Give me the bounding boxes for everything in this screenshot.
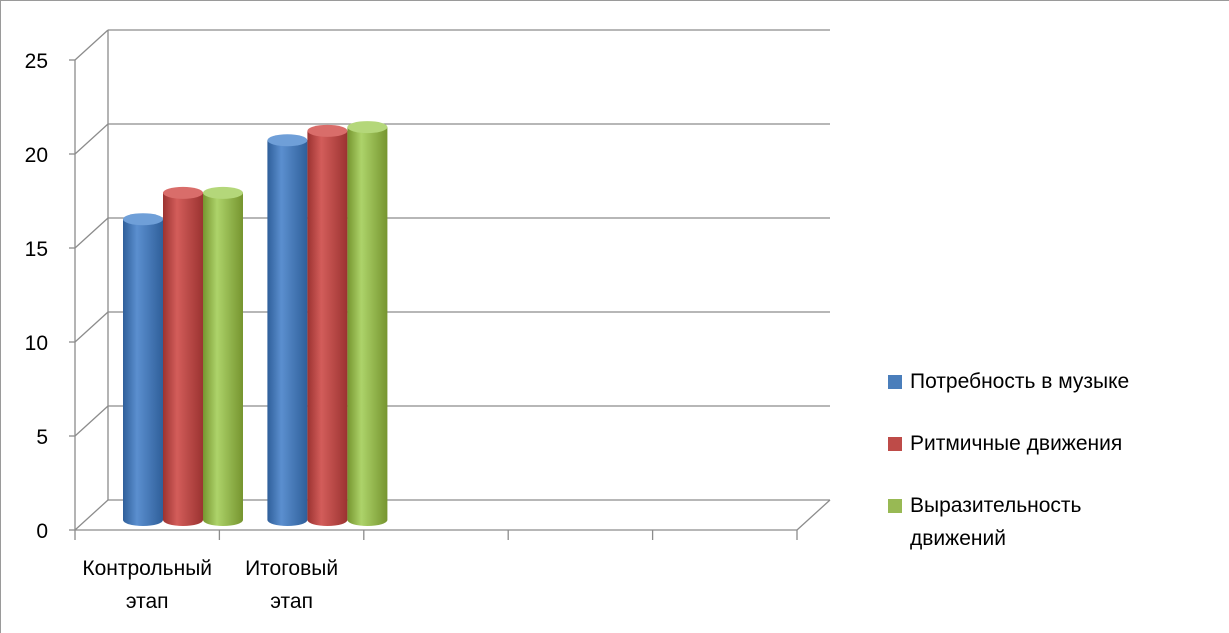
y-tick-label: 15 (25, 238, 48, 261)
bar (307, 124, 348, 526)
bar-top (267, 134, 308, 147)
bar-top (347, 121, 388, 134)
bar (347, 121, 388, 526)
bar (267, 134, 308, 527)
side-wall-line (74, 123, 109, 155)
legend-swatch (888, 499, 902, 513)
bar-body (123, 219, 163, 526)
legend-label: Выразительность (910, 494, 1082, 517)
x-tick-label: этап (270, 590, 313, 613)
bar-top (203, 186, 243, 199)
bar (123, 213, 163, 526)
side-wall-line (74, 405, 109, 437)
y-tick-label: 20 (25, 144, 48, 167)
bar-body (203, 192, 243, 526)
bar (203, 186, 243, 526)
side-wall-line (74, 217, 109, 249)
legend-swatch (888, 437, 902, 451)
legend-swatch (888, 375, 902, 389)
bar-top (163, 186, 203, 199)
side-wall-line (74, 499, 109, 531)
bar-body (267, 140, 308, 527)
side-wall-line (74, 29, 109, 61)
bar-body (307, 130, 348, 526)
y-tick-label: 5 (36, 426, 48, 449)
legend-label: движений (910, 527, 1006, 550)
x-tick-label: Контрольный (82, 557, 212, 580)
y-tick-label: 10 (25, 332, 48, 355)
bar-body (347, 127, 388, 526)
bar (163, 186, 203, 526)
x-tick-label: Итоговый (245, 557, 338, 580)
y-tick-label: 25 (25, 50, 48, 73)
y-tick-label: 0 (36, 520, 48, 543)
legend-label: Ритмичные движения (910, 432, 1122, 455)
bar-top (123, 213, 163, 226)
x-tick-label: этап (126, 590, 169, 613)
legend-label: Потребность в музыке (910, 370, 1129, 393)
bar-top (307, 124, 348, 137)
side-wall-line (74, 311, 109, 343)
floor-edge (796, 499, 831, 531)
bar-body (163, 192, 203, 526)
